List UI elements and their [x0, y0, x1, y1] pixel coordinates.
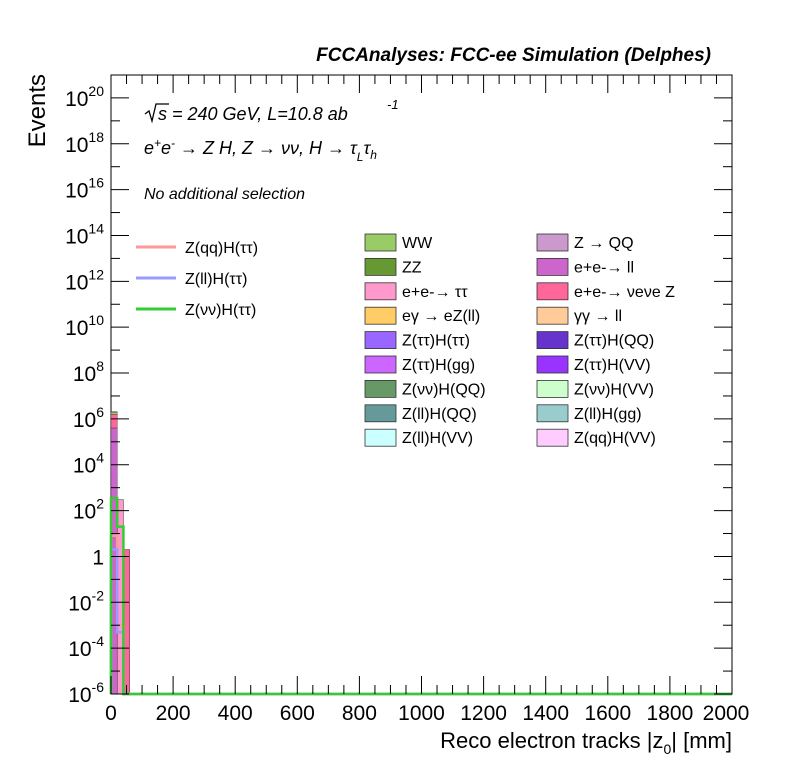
x-axis-ticks: 0 200 400 600 800 1000 1200 1400 1600 1800 2000	[105, 75, 749, 725]
legend-box-label: Z(ll)H(gg)	[574, 406, 642, 423]
legend-swatch	[536, 257, 569, 276]
bar-segment	[110, 411, 118, 415]
legend-box-label: e+e-→ νeνe Z	[574, 284, 675, 301]
y-tick-label: 10-6	[68, 679, 104, 707]
legend-box-label: ZZ	[402, 259, 422, 276]
bar-segment	[110, 414, 118, 429]
y-tick-label: 104	[73, 450, 104, 478]
legend-box-label: e+e-→ ττ	[402, 284, 468, 301]
y-tick-label: 106	[73, 404, 104, 432]
x-tick-label: 1200	[460, 702, 507, 725]
y-tick-label: 1010	[65, 312, 104, 340]
legend-box-label: Z(νν)H(VV)	[574, 381, 654, 398]
legend-swatch	[536, 282, 569, 301]
legend-swatch	[536, 355, 569, 374]
x-tick-label: 1800	[647, 702, 694, 725]
x-tick-label: 1600	[584, 702, 631, 725]
y-tick-label: 1018	[65, 129, 104, 157]
legend-swatch	[536, 306, 569, 325]
legend-swatch	[364, 379, 397, 398]
legend-box-label: Z(ττ)H(QQ)	[574, 333, 654, 350]
legend-swatch	[364, 257, 397, 276]
legend-box-label: Z(ττ)H(gg)	[402, 357, 475, 374]
legend-swatch	[536, 404, 569, 423]
legend-swatch	[364, 404, 397, 423]
legend-box-label: e+e-→ ll	[574, 259, 634, 276]
x-tick-label: 1400	[522, 702, 569, 725]
legend-box-label: γγ → ll	[574, 308, 622, 325]
y-tick-label: 1016	[65, 175, 104, 203]
svg-text:-1: -1	[387, 97, 399, 112]
y-axis-label: Events	[24, 74, 51, 147]
x-tick-label: 200	[156, 702, 191, 725]
legend-box-label: Z(νν)H(QQ)	[402, 381, 486, 398]
legend-box-label: Z(ll)H(QQ)	[402, 406, 477, 423]
legend-box-label: Z(ττ)H(VV)	[574, 357, 651, 374]
chart-title: FCCAnalyses: FCC-ee Simulation (Delphes)	[316, 45, 711, 66]
y-tick-label: 1012	[65, 266, 104, 294]
legend-box-label: Z(qq)H(VV)	[574, 430, 656, 447]
legend-swatch	[364, 306, 397, 325]
y-tick-label: 10-2	[68, 587, 104, 615]
legend-box-label: WW	[402, 235, 433, 252]
y-tick-label: 1020	[65, 83, 104, 111]
y-tick-label: 102	[73, 496, 104, 524]
y-tick-label: 108	[73, 358, 104, 386]
legend-swatch	[364, 331, 397, 350]
x-tick-label: 1000	[398, 702, 445, 725]
legend-box-label: eγ → eZ(ll)	[402, 308, 480, 325]
x-tick-label: 400	[218, 702, 253, 725]
x-tick-label: 600	[280, 702, 315, 725]
legend-swatch	[364, 355, 397, 374]
x-tick-label: 2000	[703, 702, 750, 725]
legend-line-label: Z(ll)H(ττ)	[185, 271, 247, 288]
legend-backgrounds: WW Z → QQ ZZ e+e-→ ll e+e-→ ττ e+e-→ νeνe Z eγ…	[364, 233, 675, 447]
legend-swatch	[364, 282, 397, 301]
x-tick-label: 0	[105, 702, 117, 725]
y-tick-label: 1	[92, 546, 104, 569]
legend-swatch	[536, 233, 569, 252]
x-axis-label: Reco electron tracks |z0| [mm]	[440, 728, 732, 757]
y-axis-ticks: 10-6 10-4 10-2 1 102 104 106 108 1010 1012 1014 101…	[65, 83, 732, 707]
legend-signals: Z(qq)H(ττ) Z(ll)H(ττ) Z(νν)H(ττ)	[136, 240, 258, 319]
legend-line-label: Z(νν)H(ττ)	[185, 302, 256, 319]
legend-swatch	[364, 428, 397, 447]
legend-swatch	[536, 379, 569, 398]
legend-line-label: Z(qq)H(ττ)	[185, 240, 258, 257]
legend-box-label: Z(ll)H(VV)	[402, 430, 473, 447]
x-tick-label: 800	[342, 702, 377, 725]
energy-annotation: s = 240 GeV, L=10.8 ab -1	[144, 97, 399, 124]
y-tick-label: 1014	[65, 220, 104, 248]
y-tick-label: 10-4	[68, 633, 104, 661]
legend-swatch	[536, 331, 569, 350]
legend-box-label: Z(ττ)H(ττ)	[402, 333, 470, 350]
legend-swatch	[536, 428, 569, 447]
legend-swatch	[364, 233, 397, 252]
legend-box-label: Z → QQ	[574, 235, 634, 252]
selection-annotation: No additional selection	[144, 186, 305, 203]
svg-text:s = 240 GeV, L=10.8 ab: s = 240 GeV, L=10.8 ab	[158, 104, 348, 124]
